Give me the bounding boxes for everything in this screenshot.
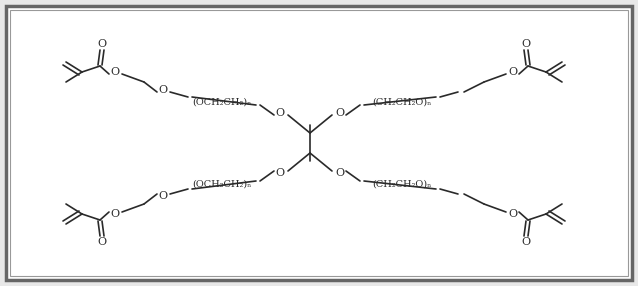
Text: O: O xyxy=(336,168,345,178)
Text: O: O xyxy=(276,168,285,178)
Text: O: O xyxy=(158,191,168,201)
Text: (CH₂CH₂O)ₙ: (CH₂CH₂O)ₙ xyxy=(373,180,432,188)
Text: O: O xyxy=(336,108,345,118)
Text: O: O xyxy=(276,108,285,118)
Text: O: O xyxy=(508,67,517,77)
Text: O: O xyxy=(521,39,531,49)
Text: (OCH₂CH₂)ₙ: (OCH₂CH₂)ₙ xyxy=(192,98,251,106)
Text: O: O xyxy=(98,39,107,49)
Text: O: O xyxy=(110,67,119,77)
Text: O: O xyxy=(508,209,517,219)
Text: O: O xyxy=(521,237,531,247)
Text: (CH₂CH₂O)ₙ: (CH₂CH₂O)ₙ xyxy=(373,98,432,106)
Text: (OCH₂CH₂)ₙ: (OCH₂CH₂)ₙ xyxy=(192,180,251,188)
Text: O: O xyxy=(158,85,168,95)
Text: O: O xyxy=(110,209,119,219)
Text: O: O xyxy=(98,237,107,247)
